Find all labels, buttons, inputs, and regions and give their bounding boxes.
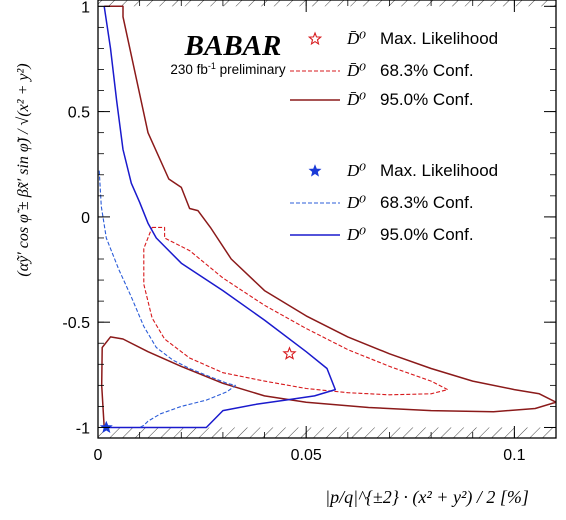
series-layer	[98, 5, 556, 429]
data-point-0	[282, 346, 297, 360]
logo-subtitle: 230 fb-1 preliminary	[170, 61, 286, 77]
legend-marker-3	[308, 164, 322, 177]
hatch-top	[98, 0, 556, 7]
y-tick-label: 1	[81, 0, 90, 16]
y-tick-label: -1	[76, 420, 90, 437]
points-layer	[99, 346, 297, 433]
x-tick-label: 0.05	[291, 447, 322, 464]
legend-particle-5: D⁰	[346, 225, 366, 244]
legend-entry-1: D̄⁰ 68.3% Conf.	[290, 61, 474, 80]
x-axis-title: |p/q|^{±2} · (x² + y²) / 2 [%]	[325, 487, 529, 508]
y-axis-title: (αỹ′ cos φ̃ ± βx̃′ sin φ̃) / √(x² + y²)	[15, 63, 32, 276]
legend-entry-4: D⁰ 68.3% Conf.	[290, 193, 474, 212]
series-line-3	[98, 170, 236, 428]
legend-marker-0	[307, 31, 323, 46]
hatch-bottom	[98, 427, 556, 438]
legend-particle-0: D̄⁰	[346, 29, 366, 48]
legend-entry-3: D⁰ Max. Likelihood	[308, 161, 498, 180]
legend-entry-5: D⁰ 95.0% Conf.	[290, 225, 474, 244]
plot-frame	[97, 0, 557, 439]
legend-entry-0: D̄⁰ Max. Likelihood	[307, 29, 498, 48]
y-tick-label: 0	[81, 210, 90, 227]
legend-entry-2: D̄⁰ 95.0% Conf.	[290, 90, 474, 109]
tick-layer: 0 0.05 0.1 1 0.5 0 -0.5 -1	[62, 0, 557, 464]
logo-text: BABAR	[184, 30, 282, 62]
legend-label-1: 68.3% Conf.	[380, 61, 474, 80]
legend: D̄⁰ Max. Likelihood D̄⁰ 68.3% Conf. D̄⁰ 95.0%…	[290, 29, 498, 244]
legend-label-4: 68.3% Conf.	[380, 193, 474, 212]
babar-logo: BABAR 230 fb-1 preliminary	[170, 30, 286, 77]
y-tick-label: -0.5	[62, 315, 90, 332]
legend-particle-2: D̄⁰	[346, 90, 366, 109]
series-line-1	[143, 226, 449, 396]
series-line-0	[100, 5, 556, 428]
legend-label-0: Max. Likelihood	[380, 29, 498, 48]
x-tick-label: 0	[94, 447, 103, 464]
physical-boundary-hatching	[98, 0, 556, 438]
legend-particle-3: D⁰	[346, 161, 366, 180]
legend-label-5: 95.0% Conf.	[380, 225, 474, 244]
x-tick-label: 0.1	[503, 447, 525, 464]
legend-label-3: Max. Likelihood	[380, 161, 498, 180]
legend-particle-1: D̄⁰	[346, 61, 366, 80]
series-line-2	[103, 6, 337, 429]
y-tick-label: 0.5	[68, 105, 90, 122]
legend-label-2: 95.0% Conf.	[380, 90, 474, 109]
data-point-1	[99, 420, 113, 433]
legend-particle-4: D⁰	[346, 193, 366, 212]
